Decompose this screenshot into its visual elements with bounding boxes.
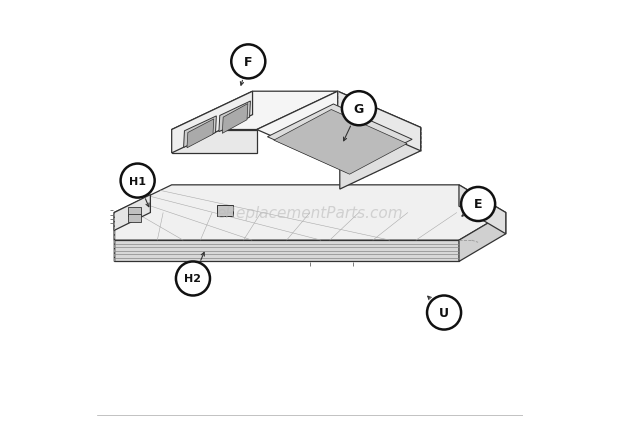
Circle shape xyxy=(231,45,265,79)
Circle shape xyxy=(176,262,210,296)
Circle shape xyxy=(175,261,211,296)
Circle shape xyxy=(121,164,154,198)
Circle shape xyxy=(426,295,462,331)
Text: F: F xyxy=(244,56,252,69)
Polygon shape xyxy=(114,195,151,231)
FancyBboxPatch shape xyxy=(128,208,141,216)
FancyBboxPatch shape xyxy=(128,214,141,223)
Polygon shape xyxy=(184,117,216,148)
Polygon shape xyxy=(459,213,506,262)
Polygon shape xyxy=(340,128,420,190)
Polygon shape xyxy=(274,110,407,175)
Text: eReplacementParts.com: eReplacementParts.com xyxy=(216,205,404,221)
Circle shape xyxy=(460,187,496,222)
FancyBboxPatch shape xyxy=(217,205,233,216)
Polygon shape xyxy=(187,120,214,148)
Polygon shape xyxy=(257,92,420,166)
Polygon shape xyxy=(459,185,506,234)
Text: G: G xyxy=(354,103,364,115)
Text: H2: H2 xyxy=(185,274,202,284)
Polygon shape xyxy=(114,185,506,241)
Circle shape xyxy=(341,91,377,127)
Text: E: E xyxy=(474,198,482,211)
Text: H1: H1 xyxy=(129,176,146,186)
Polygon shape xyxy=(223,104,248,134)
Circle shape xyxy=(342,92,376,126)
Polygon shape xyxy=(267,105,412,173)
Polygon shape xyxy=(219,102,250,132)
Polygon shape xyxy=(338,92,420,151)
Polygon shape xyxy=(114,241,459,262)
Polygon shape xyxy=(172,130,257,153)
Circle shape xyxy=(427,296,461,330)
Circle shape xyxy=(461,187,495,222)
Polygon shape xyxy=(172,92,252,153)
Circle shape xyxy=(231,44,266,80)
Polygon shape xyxy=(172,92,338,130)
Text: U: U xyxy=(439,306,449,319)
Circle shape xyxy=(120,163,156,199)
